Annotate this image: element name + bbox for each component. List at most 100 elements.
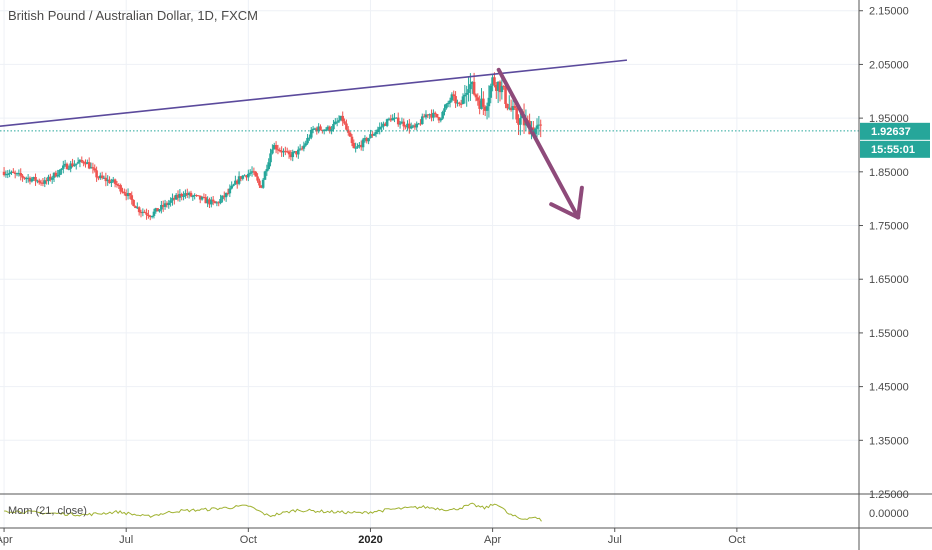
candle-body: [221, 195, 224, 199]
candle-body: [110, 181, 113, 184]
candle-body: [60, 168, 63, 170]
candle-body: [132, 199, 135, 207]
candle-body: [115, 183, 119, 186]
candle-body: [6, 173, 10, 175]
candle-body: [19, 173, 23, 176]
candle-body: [117, 185, 121, 187]
candle-body: [304, 143, 308, 146]
price-tick-label: 1.55000: [869, 328, 909, 340]
candle-body: [345, 123, 348, 130]
candle-body: [102, 177, 106, 179]
candle-body: [63, 163, 67, 166]
candle-body: [15, 173, 19, 175]
candle-body: [533, 128, 537, 135]
candle-body: [174, 194, 178, 200]
candle-body: [413, 125, 417, 128]
candle-body: [337, 120, 341, 122]
candle-body: [535, 125, 539, 129]
candle-body: [439, 118, 443, 121]
candle-body: [30, 179, 34, 182]
candle-body: [52, 172, 56, 178]
candle-body: [371, 134, 374, 136]
candle-body: [404, 126, 407, 128]
candle-body: [243, 175, 246, 177]
candle-body: [100, 175, 104, 178]
candle-body: [258, 180, 261, 186]
candle-body: [419, 123, 422, 125]
candle-body: [269, 153, 272, 163]
candle-body: [422, 116, 426, 118]
forecast-arrow-head-right: [549, 202, 581, 220]
candle-body: [128, 193, 132, 196]
candle-body: [121, 191, 124, 193]
candle-body: [411, 125, 415, 127]
candle-body: [235, 180, 239, 184]
candle-body: [465, 92, 468, 95]
candle-body: [509, 107, 513, 111]
candle-body: [228, 188, 232, 194]
candle-body: [237, 176, 241, 184]
candle-body: [495, 84, 498, 91]
candle-body: [206, 199, 209, 204]
candle-body: [406, 123, 409, 128]
candle-body: [454, 96, 457, 104]
candle-body: [472, 81, 476, 95]
candle-body: [341, 115, 345, 122]
candle-body: [37, 180, 41, 183]
candle-body: [272, 145, 276, 150]
candle-body: [17, 173, 21, 175]
time-tick-label: Oct: [728, 534, 745, 546]
candle-body: [537, 124, 541, 126]
candle-body: [185, 193, 189, 196]
candle-body: [519, 118, 522, 125]
candle-body: [176, 194, 180, 198]
candle-body: [126, 193, 130, 197]
time-tick-label: Jul: [608, 534, 622, 546]
candle-body: [452, 94, 456, 97]
candle-body: [232, 184, 235, 186]
candle-body: [123, 191, 126, 194]
candle-body: [400, 121, 404, 124]
candle-body: [108, 179, 111, 184]
candle-body: [91, 167, 95, 169]
last-price-tag: [860, 122, 930, 140]
candle-body: [293, 151, 296, 153]
candle-body: [459, 103, 463, 105]
candle-body: [248, 172, 252, 174]
candle-body: [97, 177, 100, 179]
candle-body: [285, 151, 289, 153]
candle-body: [350, 136, 354, 143]
countdown-value: 15:55:01: [871, 144, 915, 156]
candle-body: [467, 89, 470, 93]
candle-body: [491, 77, 494, 86]
candle-body: [178, 193, 182, 198]
candle-body: [330, 129, 333, 132]
candle-body: [32, 177, 35, 180]
candle-body: [78, 159, 82, 163]
candle-body: [502, 85, 506, 87]
candle-body: [295, 151, 298, 155]
candle-body: [326, 126, 330, 130]
forecast-arrow-head-left: [576, 185, 584, 220]
candle-body: [265, 169, 269, 172]
candle-body: [437, 117, 441, 121]
candle-body: [485, 106, 489, 111]
candle-body: [197, 195, 200, 197]
candle-body: [507, 107, 511, 109]
candle-body: [415, 123, 419, 128]
candle-body: [61, 165, 65, 169]
candle-body: [56, 175, 60, 177]
candle-body: [71, 163, 74, 167]
candle-body: [28, 177, 32, 182]
candle-body: [230, 185, 233, 189]
candle-body: [311, 128, 315, 130]
candle-body: [354, 147, 357, 149]
candle-body: [169, 200, 172, 203]
candle-body: [489, 85, 493, 98]
candle-body: [380, 126, 383, 128]
overlays: [0, 59, 859, 522]
candle-body: [376, 129, 380, 132]
candle-body: [282, 150, 285, 153]
candle-body: [402, 121, 406, 127]
